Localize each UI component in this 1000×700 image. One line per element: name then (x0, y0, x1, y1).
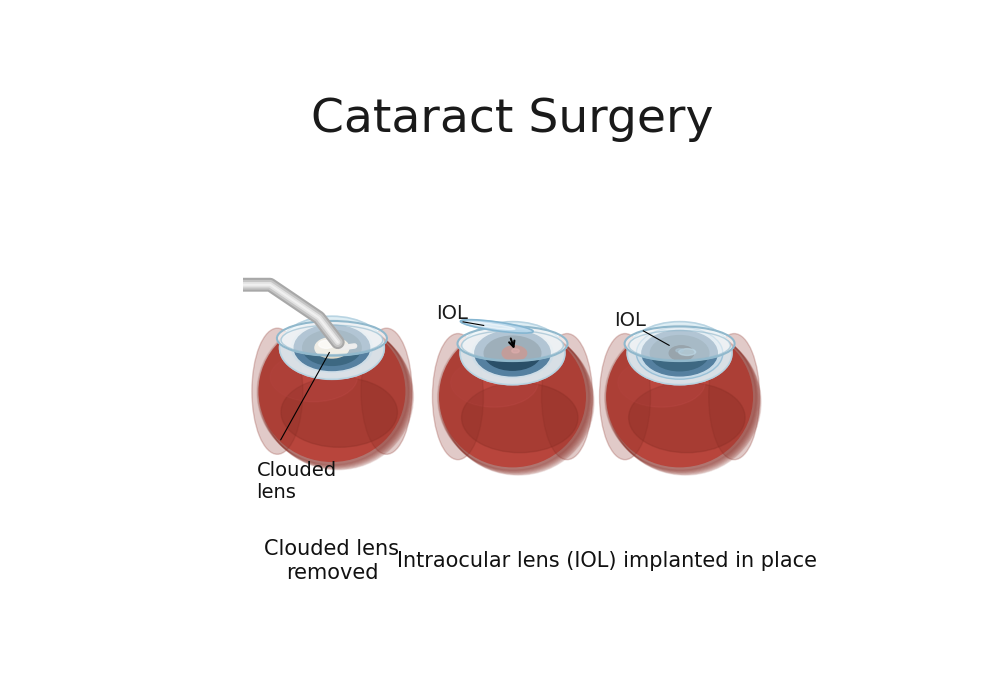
Ellipse shape (443, 330, 594, 475)
Ellipse shape (252, 328, 303, 454)
Ellipse shape (440, 326, 585, 467)
Ellipse shape (636, 327, 723, 379)
Ellipse shape (291, 323, 373, 372)
Ellipse shape (618, 358, 705, 407)
Ellipse shape (475, 330, 550, 376)
Ellipse shape (258, 320, 409, 466)
Ellipse shape (457, 326, 568, 361)
Ellipse shape (629, 383, 745, 453)
Ellipse shape (608, 328, 759, 473)
Ellipse shape (258, 321, 410, 466)
Ellipse shape (607, 326, 758, 473)
Ellipse shape (610, 330, 761, 475)
Ellipse shape (441, 328, 593, 474)
Ellipse shape (472, 329, 553, 377)
Ellipse shape (605, 325, 757, 471)
Text: IOL: IOL (436, 304, 468, 323)
Ellipse shape (627, 321, 732, 385)
Ellipse shape (361, 328, 412, 454)
Text: IOL: IOL (614, 311, 646, 330)
Ellipse shape (605, 324, 756, 470)
Ellipse shape (303, 330, 361, 365)
Text: Clouded
lens: Clouded lens (256, 461, 337, 503)
Text: Clouded lens
removed: Clouded lens removed (264, 540, 399, 582)
Ellipse shape (261, 323, 413, 469)
Ellipse shape (542, 334, 593, 460)
Ellipse shape (460, 320, 533, 333)
Ellipse shape (280, 316, 384, 379)
Ellipse shape (608, 328, 760, 474)
Ellipse shape (438, 325, 590, 471)
Ellipse shape (270, 353, 357, 402)
Ellipse shape (259, 321, 411, 467)
Ellipse shape (512, 349, 519, 353)
Ellipse shape (709, 334, 760, 460)
Ellipse shape (260, 322, 411, 468)
Ellipse shape (259, 321, 405, 461)
Ellipse shape (650, 335, 709, 371)
Ellipse shape (600, 334, 650, 460)
Ellipse shape (676, 349, 683, 352)
Ellipse shape (315, 337, 349, 358)
Ellipse shape (669, 346, 694, 360)
Ellipse shape (625, 326, 735, 361)
Ellipse shape (294, 325, 370, 370)
Ellipse shape (440, 328, 592, 473)
Ellipse shape (277, 321, 387, 356)
Ellipse shape (502, 346, 527, 360)
Ellipse shape (261, 323, 412, 468)
Ellipse shape (438, 324, 589, 470)
Ellipse shape (451, 358, 538, 407)
Ellipse shape (468, 322, 515, 330)
Ellipse shape (679, 349, 696, 356)
Ellipse shape (281, 377, 397, 447)
Ellipse shape (439, 326, 590, 472)
Ellipse shape (484, 336, 541, 370)
Ellipse shape (606, 326, 757, 472)
Ellipse shape (607, 326, 752, 467)
Ellipse shape (319, 340, 334, 349)
Text: Cataract Surgery: Cataract Surgery (311, 97, 714, 141)
Ellipse shape (442, 329, 593, 475)
Ellipse shape (440, 326, 591, 473)
Text: Intraocular lens (IOL) implanted in place: Intraocular lens (IOL) implanted in plac… (397, 551, 817, 571)
Ellipse shape (460, 321, 565, 385)
Ellipse shape (262, 324, 413, 470)
Ellipse shape (639, 329, 720, 377)
Ellipse shape (462, 383, 578, 453)
Ellipse shape (257, 319, 408, 465)
Ellipse shape (642, 330, 717, 376)
Ellipse shape (609, 329, 760, 475)
Ellipse shape (432, 334, 483, 460)
